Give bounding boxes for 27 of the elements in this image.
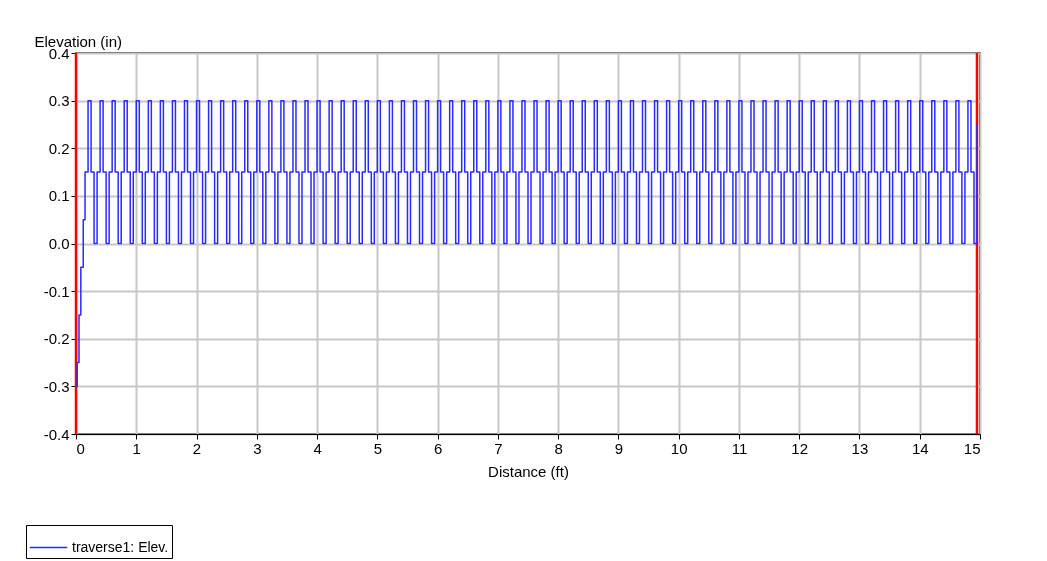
x-tick-label: 15 <box>963 439 981 457</box>
y-tick-label: 0.0 <box>48 235 70 252</box>
x-tick-label: 1 <box>132 439 141 457</box>
x-tick-label: 14 <box>911 439 929 457</box>
y-tick-label: 0.2 <box>48 139 70 157</box>
x-tick-label: 0 <box>76 439 85 457</box>
y-tick-label: 0.3 <box>48 92 70 110</box>
x-tick-label: 10 <box>670 439 688 457</box>
x-axis-title: Distance (ft) <box>488 462 569 480</box>
x-tick-label: 12 <box>791 439 809 457</box>
x-tick-label: 4 <box>313 439 322 457</box>
x-tick-label: 9 <box>614 439 624 457</box>
y-tick-label: -0.2 <box>43 330 70 348</box>
x-tick-label: 13 <box>851 439 869 457</box>
y-tick-label: -0.4 <box>43 425 70 443</box>
y-tick-label: -0.1 <box>43 282 70 300</box>
legend-label: traverse1: Elev. <box>72 538 169 555</box>
x-tick-label: 5 <box>373 439 383 457</box>
y-tick-label: -0.3 <box>43 377 70 395</box>
x-tick-label: 11 <box>731 439 748 457</box>
x-tick-label: 6 <box>433 439 443 457</box>
y-axis-title: Elevation (in) <box>34 32 123 50</box>
x-tick-label: 8 <box>554 439 563 457</box>
y-tick-label: 0.1 <box>48 187 70 205</box>
x-tick-label: 7 <box>494 439 503 457</box>
x-tick-label: 2 <box>192 439 202 457</box>
x-tick-label: 3 <box>253 439 262 457</box>
